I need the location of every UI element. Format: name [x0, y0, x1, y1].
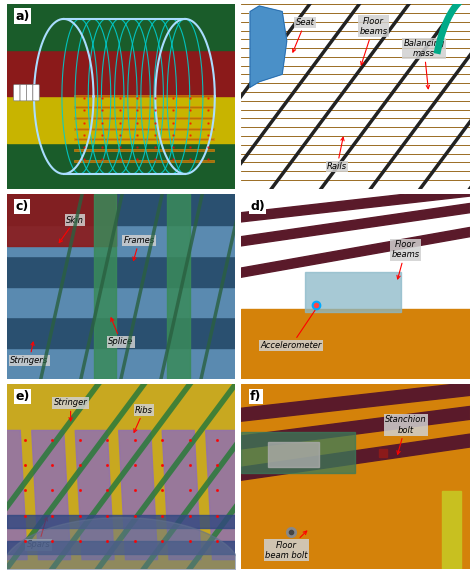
Bar [7, 50, 236, 96]
Text: Stringers: Stringers [10, 342, 48, 365]
Bar [7, 194, 236, 225]
Polygon shape [118, 430, 157, 560]
Polygon shape [241, 227, 470, 277]
Polygon shape [75, 430, 114, 560]
Text: d): d) [250, 200, 265, 213]
FancyBboxPatch shape [27, 85, 33, 101]
Text: Stringer: Stringer [54, 398, 88, 421]
Bar [7, 286, 236, 317]
Text: Floor
beam bolt: Floor beam bolt [265, 531, 308, 560]
FancyBboxPatch shape [33, 85, 39, 101]
FancyBboxPatch shape [14, 85, 20, 101]
Polygon shape [162, 430, 201, 560]
Text: Splice: Splice [109, 318, 134, 346]
Bar [7, 4, 236, 50]
Text: Accelerometer: Accelerometer [261, 305, 322, 350]
Text: Ribs: Ribs [134, 406, 153, 432]
Bar [442, 491, 461, 569]
Text: Seat: Seat [292, 18, 314, 52]
Polygon shape [32, 430, 71, 560]
Bar [305, 272, 401, 312]
Bar [7, 194, 117, 246]
Polygon shape [250, 6, 287, 87]
Text: b): b) [250, 10, 265, 23]
FancyBboxPatch shape [20, 85, 27, 101]
Text: f): f) [250, 390, 262, 403]
Polygon shape [241, 203, 470, 246]
Bar [7, 143, 236, 189]
Polygon shape [0, 430, 27, 560]
Bar [167, 194, 190, 379]
Bar [7, 348, 236, 379]
Bar [268, 442, 319, 468]
Text: Skin: Skin [59, 215, 84, 242]
Polygon shape [241, 187, 470, 222]
Polygon shape [241, 434, 470, 480]
Bar [7, 256, 236, 286]
Polygon shape [241, 382, 470, 421]
Text: Frames: Frames [124, 236, 155, 261]
Bar [7, 541, 236, 554]
Bar [7, 515, 236, 528]
Bar [7, 225, 236, 256]
Text: a): a) [16, 10, 30, 23]
Text: e): e) [16, 390, 30, 403]
Text: Stanchion
bolt: Stanchion bolt [385, 415, 427, 454]
Bar [241, 309, 470, 379]
Text: c): c) [16, 200, 29, 213]
Bar [93, 194, 117, 379]
Text: Spars: Spars [27, 517, 50, 550]
Bar [241, 432, 356, 473]
Text: Rails: Rails [327, 138, 347, 171]
Text: Floor
beams: Floor beams [360, 17, 388, 65]
Polygon shape [206, 430, 245, 560]
Polygon shape [241, 406, 470, 449]
Bar [7, 317, 236, 348]
Text: Floor
beams: Floor beams [392, 240, 420, 279]
Text: Balancing
mass: Balancing mass [403, 39, 445, 89]
Bar [7, 96, 236, 143]
